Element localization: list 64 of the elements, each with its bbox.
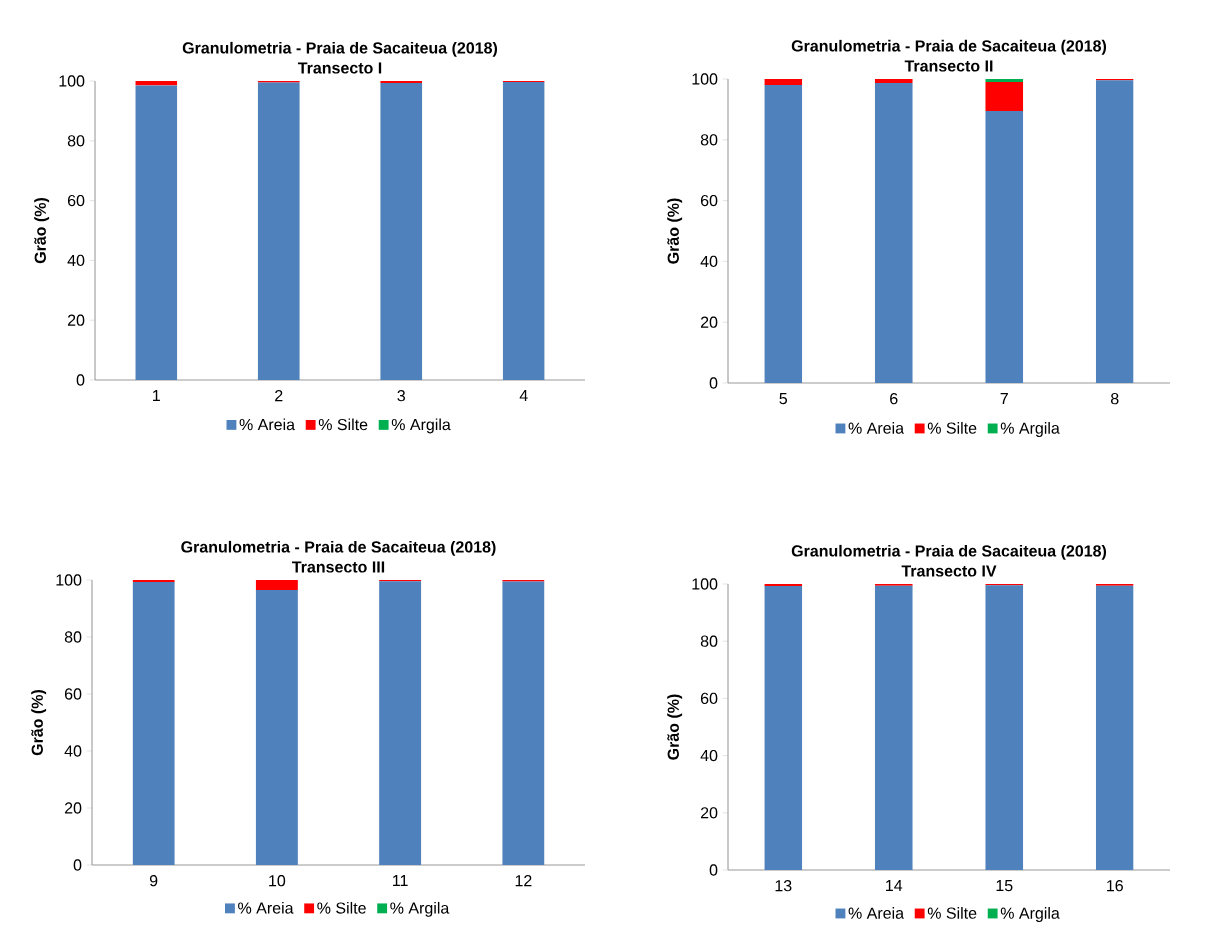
y-tick-label: 40	[700, 749, 718, 762]
chart-subtitle: Transecto III	[292, 561, 385, 573]
y-tick-label: 40	[67, 254, 85, 267]
y-tick-label: 80	[64, 631, 82, 643]
y-tick-label: 100	[692, 73, 718, 85]
x-tick-label: 15	[996, 880, 1013, 892]
x-tick-label: 4	[519, 390, 528, 402]
y-tick-label: 60	[700, 194, 718, 207]
y-tick-label: 0	[73, 859, 82, 871]
y-tick-label: 40	[64, 745, 82, 757]
y-axis-title: Grão (%)	[667, 198, 683, 264]
chart-subtitle: Transecto IV	[901, 565, 997, 577]
x-tick-label: 7	[1000, 393, 1008, 405]
y-tick-label: 0	[76, 374, 85, 386]
y-tick-label: 100	[59, 75, 85, 87]
legend-label: % Silte	[317, 901, 366, 914]
y-tick-label: 80	[67, 135, 85, 147]
chart-title: Granulometria - Praia de Sacaiteua (2018)	[791, 39, 1107, 55]
chart-title: Granulometria - Praia de Sacaiteua (2018)	[182, 41, 498, 57]
y-tick-label: 80	[700, 635, 718, 647]
y-axis-title: Grão (%)	[31, 689, 47, 756]
x-tick-label: 2	[275, 390, 283, 402]
legend-label: % Argila	[1000, 907, 1060, 922]
y-tick-label: 60	[67, 194, 85, 207]
x-tick-label: 8	[1111, 393, 1119, 405]
x-tick-label: 3	[397, 390, 405, 402]
x-tick-label: 1	[153, 390, 160, 402]
x-tick-label: 5	[779, 393, 788, 405]
y-axis-title: Grão (%)	[667, 694, 683, 760]
x-tick-label: 12	[515, 875, 532, 887]
legend-label: % Areia	[238, 901, 294, 914]
x-tick-label: 9	[149, 875, 158, 887]
x-tick-label: 6	[890, 393, 898, 405]
legend-label: % Silte	[927, 907, 977, 919]
chart-title: Granulometria - Praia de Sacaiteua (2018)	[791, 544, 1107, 560]
legend-label: % Argila	[390, 901, 450, 917]
x-tick-label: 11	[393, 875, 408, 887]
y-axis-title: Grão (%)	[34, 197, 50, 264]
chart-subtitle: Transecto II	[904, 60, 993, 72]
y-tick-label: 60	[700, 692, 718, 705]
y-tick-label: 0	[709, 377, 718, 389]
y-tick-label: 100	[56, 574, 82, 586]
y-tick-label: 20	[700, 807, 718, 819]
legend-label: % Argila	[391, 418, 451, 434]
x-tick-label: 10	[269, 875, 286, 887]
y-tick-label: 100	[692, 578, 718, 590]
x-tick-label: 13	[775, 880, 792, 892]
chart-title: Granulometria - Praia de Sacaiteua (2018)	[181, 540, 496, 556]
y-tick-label: 20	[700, 316, 718, 328]
x-tick-label: 14	[886, 880, 903, 892]
legend-label: % Argila	[1000, 422, 1060, 437]
y-tick-label: 40	[700, 255, 718, 268]
x-tick-label: 16	[1107, 880, 1123, 892]
legend-label: % Areia	[848, 907, 905, 919]
legend-label: % Silte	[318, 418, 368, 431]
y-tick-label: 80	[700, 134, 718, 146]
chart-subtitle: Transecto I	[297, 62, 382, 74]
legend-label: % Areia	[848, 422, 905, 434]
y-tick-label: 60	[64, 688, 82, 700]
y-tick-label: 0	[709, 864, 718, 876]
legend-label: % Areia	[239, 418, 296, 431]
y-tick-label: 20	[64, 802, 82, 814]
legend-label: % Silte	[927, 422, 977, 434]
y-tick-label: 20	[67, 314, 85, 326]
